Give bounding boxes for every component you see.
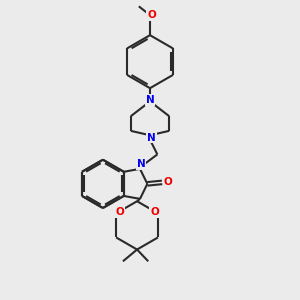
Text: N: N (136, 159, 145, 169)
Text: O: O (147, 10, 156, 20)
Text: N: N (147, 133, 156, 142)
Text: O: O (115, 207, 124, 217)
Text: O: O (164, 177, 172, 187)
Text: N: N (146, 95, 154, 105)
Text: O: O (150, 207, 159, 217)
